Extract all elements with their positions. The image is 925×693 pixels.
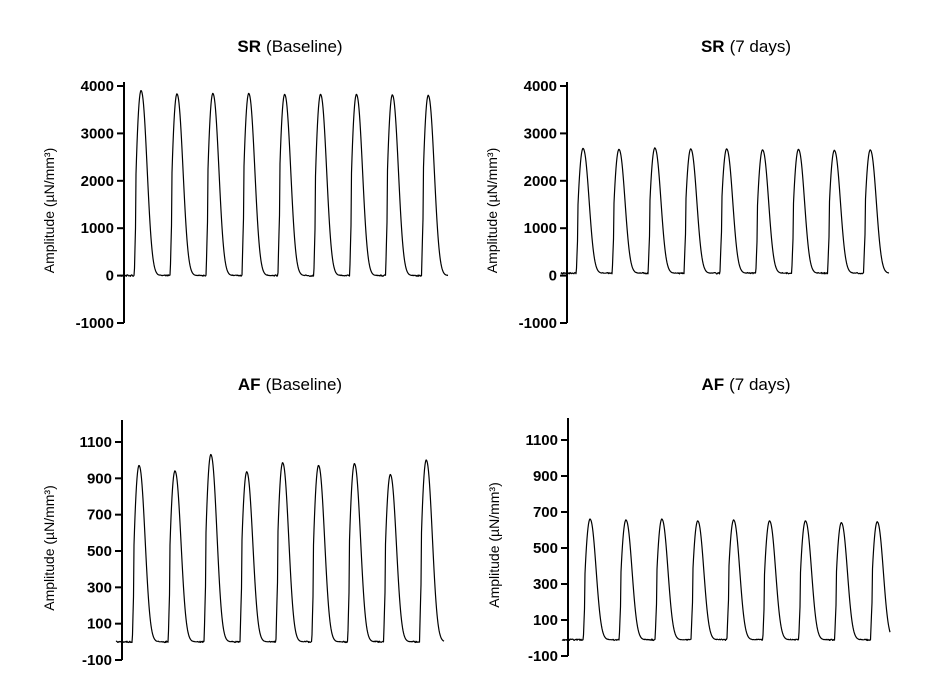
chart-title-rest: (Baseline) bbox=[266, 375, 343, 394]
peak-point bbox=[768, 520, 771, 522]
chart-title: SR (Baseline) bbox=[237, 37, 342, 56]
peak-point bbox=[661, 518, 663, 520]
chart-title-rest: (7 days) bbox=[729, 375, 790, 394]
peak-point bbox=[283, 93, 286, 96]
y-tick-label: 1000 bbox=[524, 220, 557, 237]
peak-point bbox=[582, 147, 584, 150]
chart-title-bold: AF bbox=[238, 375, 261, 394]
chart-title-rest: (7 days) bbox=[730, 37, 791, 56]
y-axis-label: Amplitude (µN/mm³) bbox=[484, 148, 500, 274]
chart-panel-1: SR (Baseline) -1000 0 1000 2000 3000 4000 Amplit… bbox=[41, 37, 449, 332]
y-axis-label: Amplitude (µN/mm³) bbox=[41, 485, 57, 611]
y-tick-label: 1000 bbox=[81, 220, 114, 237]
peak-point bbox=[174, 470, 176, 472]
peak-point bbox=[696, 520, 699, 522]
y-tick-label: 4000 bbox=[81, 78, 114, 95]
peak-point bbox=[317, 464, 320, 467]
y-tick-label: 1100 bbox=[525, 432, 558, 449]
y-tick-label: -100 bbox=[82, 652, 112, 669]
chart-title-bold: SR bbox=[701, 37, 725, 56]
y-tick-label: 100 bbox=[533, 612, 558, 629]
chart-panel-3: AF (Baseline) -100 100 300 500 700 900 1100 Ampli… bbox=[41, 375, 445, 669]
y-tick-label: 3000 bbox=[81, 125, 114, 142]
peak-point bbox=[245, 471, 248, 473]
y-tick-label: 900 bbox=[87, 470, 112, 487]
y-axis-label: Amplitude (µN/mm³) bbox=[41, 148, 57, 274]
series-trace bbox=[115, 454, 445, 644]
peak-point bbox=[212, 92, 214, 95]
y-tick-label: 3000 bbox=[524, 125, 557, 142]
y-tick-label: 0 bbox=[549, 268, 557, 285]
peak-point bbox=[427, 94, 430, 97]
peak-point bbox=[804, 520, 807, 522]
peak-point bbox=[425, 459, 428, 461]
chart-title: AF (Baseline) bbox=[238, 375, 342, 394]
y-tick-label: 300 bbox=[533, 576, 558, 593]
peak-point bbox=[353, 463, 356, 465]
y-tick-label: 2000 bbox=[524, 173, 557, 190]
peak-point bbox=[391, 94, 394, 96]
peak-point bbox=[869, 149, 871, 151]
peak-point bbox=[138, 464, 140, 467]
series-trace bbox=[560, 147, 890, 275]
peak-point bbox=[176, 93, 178, 95]
peak-point bbox=[247, 92, 250, 95]
chart-panel-4: AF (7 days) -100 100 300 500 700 900 1100 Amplitu… bbox=[486, 375, 891, 665]
y-tick-label: 900 bbox=[533, 468, 558, 485]
y-tick-label: 300 bbox=[87, 579, 112, 596]
peak-point bbox=[319, 93, 322, 96]
y-tick-label: 100 bbox=[87, 616, 112, 633]
peak-point bbox=[355, 93, 358, 96]
peak-point bbox=[140, 89, 142, 92]
chart-title-bold: AF bbox=[701, 375, 724, 394]
chart-title: SR (7 days) bbox=[701, 37, 791, 56]
peak-point bbox=[876, 521, 878, 523]
peak-point bbox=[725, 148, 728, 150]
y-tick-label: 700 bbox=[87, 507, 112, 524]
peak-point bbox=[618, 148, 620, 151]
y-tick-label: -100 bbox=[528, 648, 558, 665]
chart-panel-2: SR (7 days) -1000 0 1000 2000 3000 4000 Amplitud… bbox=[484, 37, 890, 332]
y-tick-label: 500 bbox=[87, 543, 112, 560]
series-trace bbox=[561, 518, 891, 642]
y-tick-label: 2000 bbox=[81, 173, 114, 190]
series-trace bbox=[117, 90, 449, 277]
chart-title: AF (7 days) bbox=[701, 375, 790, 394]
peak-point bbox=[732, 519, 735, 521]
peak-point bbox=[689, 148, 692, 150]
y-tick-label: 4000 bbox=[524, 78, 557, 95]
y-tick-label: 1100 bbox=[79, 434, 112, 451]
peak-point bbox=[625, 519, 627, 521]
peak-point bbox=[833, 149, 836, 152]
y-axis-label: Amplitude (µN/mm³) bbox=[486, 482, 502, 608]
y-tick-label: 500 bbox=[533, 540, 558, 557]
peak-point bbox=[281, 462, 284, 464]
peak-point bbox=[761, 149, 764, 151]
peak-point bbox=[210, 453, 212, 456]
peak-point bbox=[797, 148, 800, 151]
chart-title-rest: (Baseline) bbox=[266, 37, 343, 56]
y-tick-label: 0 bbox=[106, 268, 114, 285]
peak-point bbox=[840, 522, 843, 524]
y-tick-label: -1000 bbox=[76, 315, 114, 332]
peak-point bbox=[589, 518, 591, 520]
y-tick-label: 700 bbox=[533, 504, 558, 521]
chart-title-bold: SR bbox=[237, 37, 261, 56]
peak-point bbox=[389, 473, 392, 476]
y-tick-label: -1000 bbox=[519, 315, 557, 332]
peak-point bbox=[654, 147, 656, 149]
